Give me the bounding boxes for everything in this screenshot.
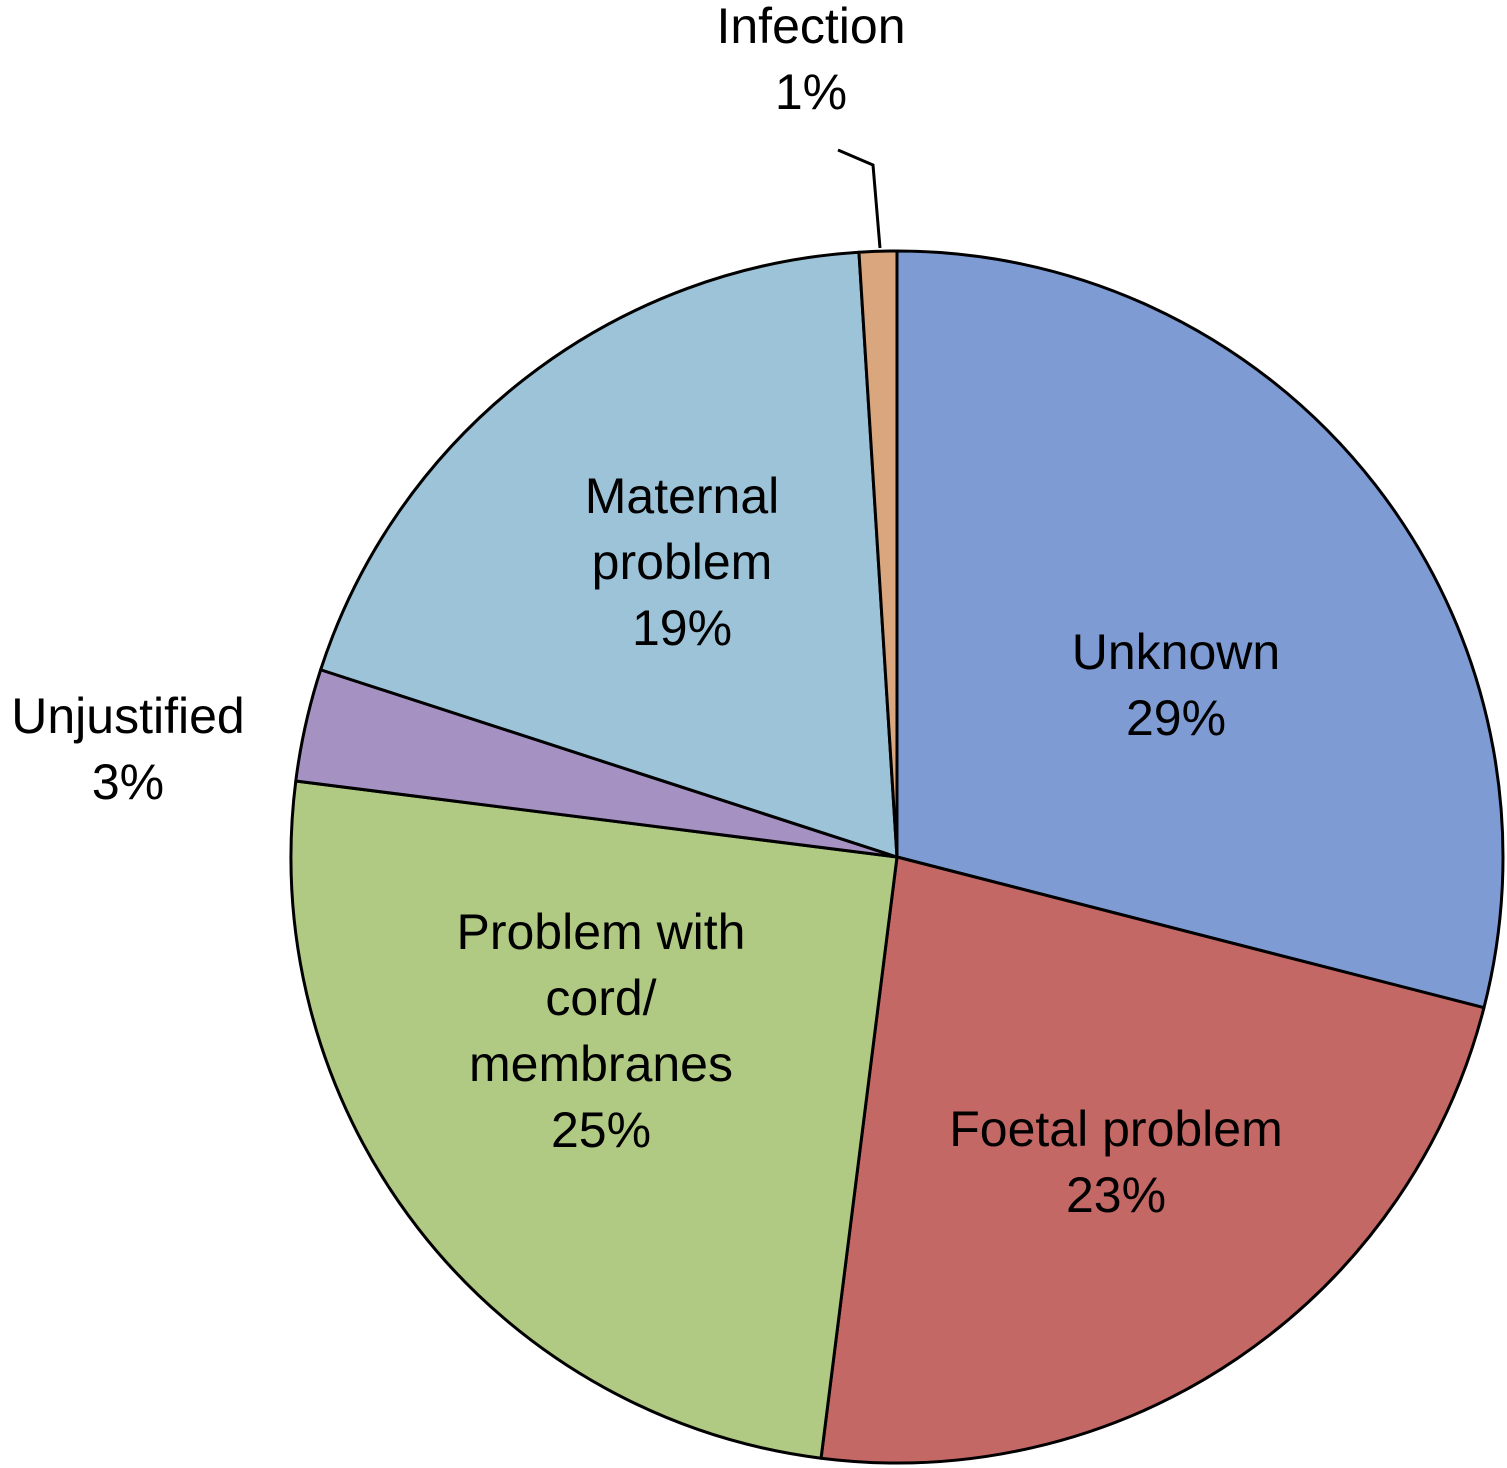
slice-label-foetal-problem: Foetal problem 23% xyxy=(949,1101,1283,1223)
slice-name-label: Maternal xyxy=(585,468,780,524)
slice-value-label: 23% xyxy=(1066,1167,1166,1223)
slice-label-infection: Infection 1% xyxy=(716,0,905,120)
slice-name-label: problem xyxy=(592,534,773,590)
slice-labels: Unknown 29% Foetal problem 23% Problem with c… xyxy=(11,0,1282,1223)
pie-slice-problem-with-cord-membranes xyxy=(289,779,899,1460)
pie-slice-foetal-problem xyxy=(819,855,1486,1465)
slice-name-label: cord/ xyxy=(545,970,656,1026)
pie-slice-infection xyxy=(857,249,899,859)
slice-label-unjustified: Unjustified 3% xyxy=(11,688,244,810)
slice-name-label: Unknown xyxy=(1072,624,1280,680)
slice-name-label: Unjustified xyxy=(11,688,244,744)
slice-label-maternal-problem: Maternal problem 19% xyxy=(585,468,780,656)
pie-slices xyxy=(289,249,1505,1465)
leader-lines xyxy=(837,148,882,249)
slice-name-label: Problem with xyxy=(457,904,746,960)
pie-slice-maternal-problem xyxy=(319,250,899,859)
slice-name-label: Foetal problem xyxy=(949,1101,1283,1157)
slice-value-label: 3% xyxy=(92,754,164,810)
slice-name-label: Infection xyxy=(716,0,905,54)
slice-name-label: membranes xyxy=(469,1036,733,1092)
slice-value-label: 19% xyxy=(632,600,732,656)
slice-value-label: 1% xyxy=(775,64,847,120)
slice-value-label: 25% xyxy=(551,1102,651,1158)
slice-label-problem-with-cord-membranes: Problem with cord/membranes 25% xyxy=(457,904,746,1158)
slice-label-unknown: Unknown 29% xyxy=(1072,624,1280,746)
leader-line-infection xyxy=(837,148,882,249)
pie-slice-unknown xyxy=(895,249,1505,1010)
slice-value-label: 29% xyxy=(1126,690,1226,746)
